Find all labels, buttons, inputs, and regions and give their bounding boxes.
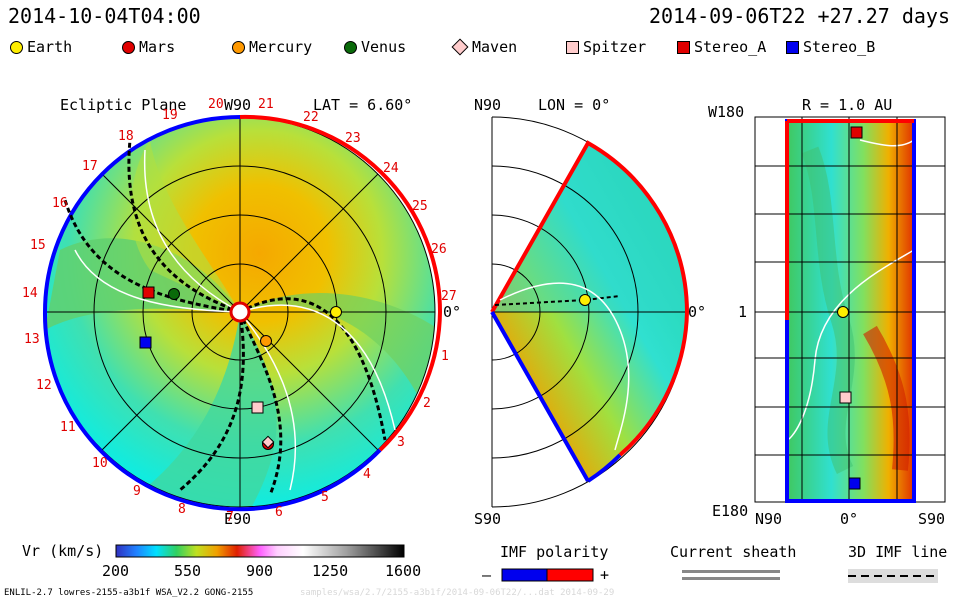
stereo-a-marker	[142, 286, 155, 299]
maven-marker	[261, 435, 275, 449]
day-tick: 12	[36, 378, 52, 393]
stereo-b-marker-map	[848, 477, 861, 490]
colorbar-tick: 200	[102, 562, 130, 580]
ecliptic-top-label: W90	[224, 96, 252, 114]
legend-item-stereo-b: Stereo_B	[786, 38, 875, 56]
spitzer-marker-map	[839, 391, 852, 404]
watermark-text: samples/wsa/2.7/2155-a3b1f/2014-09-06T22…	[300, 588, 615, 598]
colorbar-tick: 1250	[312, 562, 349, 580]
imf-line-title: 3D IMF line	[848, 543, 948, 561]
map-mid-left-label: 1	[738, 303, 748, 321]
map-bottom-left-label: E180	[712, 502, 749, 520]
map-x-right-label: S90	[918, 510, 946, 528]
colorbar-tick: 1600	[385, 562, 422, 580]
day-tick: 2	[423, 396, 431, 411]
day-tick: 26	[431, 242, 447, 257]
venus-marker-icon	[344, 40, 357, 54]
day-tick: 15	[30, 238, 46, 253]
imf-plus-label: +	[600, 566, 610, 584]
venus-marker	[168, 288, 180, 300]
day-tick: 13	[24, 332, 40, 347]
earth-marker-map	[837, 306, 849, 318]
colorbar-tick: 900	[246, 562, 274, 580]
spitzer-marker	[251, 401, 264, 414]
earth-marker-icon	[10, 40, 23, 54]
ecliptic-bottom-label: E90	[224, 510, 252, 528]
map-top-left-label: W180	[708, 103, 745, 121]
stereo-b-marker	[139, 336, 152, 349]
ecliptic-title: Ecliptic Plane	[60, 96, 187, 114]
meridional-right-label: 0°	[688, 303, 707, 321]
day-tick: 24	[383, 161, 399, 176]
map-x-mid-label: 0°	[840, 510, 859, 528]
colorbar-label: Vr (km/s)	[22, 542, 104, 560]
day-tick: 10	[92, 456, 108, 471]
earth-marker-meridional	[579, 294, 591, 306]
synoptic-map-panel	[754, 116, 946, 503]
ecliptic-plane-panel	[42, 114, 443, 512]
day-tick: 21	[258, 97, 274, 112]
day-tick: 17	[82, 159, 98, 174]
legend-item-mercury: Mercury	[232, 38, 312, 56]
day-tick: 16	[52, 196, 68, 211]
meridional-top-label: N90	[474, 96, 502, 114]
day-tick: 8	[178, 502, 186, 517]
spitzer-marker-icon	[566, 40, 579, 54]
imf-line-sample	[848, 569, 938, 583]
run-time: 2014-09-06T22 +27.27 days	[648, 4, 950, 28]
current-sheath-title: Current sheath	[670, 543, 797, 561]
meridional-bottom-label: S90	[474, 510, 502, 528]
mercury-marker-icon	[232, 40, 245, 54]
stereo-a-marker-map	[850, 126, 863, 139]
legend-item-venus: Venus	[344, 38, 406, 56]
legend-item-earth: Earth	[10, 38, 72, 56]
imf-plus-bar	[546, 568, 594, 582]
mars-marker-icon	[122, 40, 135, 54]
model-info: ENLIL-2.7 lowres-2155-a3b1f WSA_V2.2 GON…	[4, 588, 254, 598]
ecliptic-bodies	[139, 286, 342, 450]
vr-colorbar	[115, 544, 405, 558]
day-tick: 7	[226, 510, 234, 525]
map-radius-label: R = 1.0 AU	[802, 96, 893, 114]
imf-polarity-title: IMF polarity	[500, 543, 609, 561]
stereo-a-marker-icon	[677, 40, 690, 54]
earth-marker	[330, 306, 342, 318]
meridional-panel	[490, 116, 690, 508]
stereo-b-marker-icon	[786, 40, 799, 54]
day-tick: 6	[275, 505, 283, 520]
day-tick: 1	[441, 349, 449, 364]
day-tick: 25	[412, 199, 428, 214]
day-tick: 18	[118, 129, 134, 144]
legend-item-spitzer: Spitzer	[566, 38, 646, 56]
day-tick: 9	[133, 484, 141, 499]
day-tick: 23	[345, 131, 361, 146]
epoch-time: 2014-10-04T04:00	[8, 4, 201, 28]
day-tick: 5	[321, 490, 329, 505]
legend-item-stereo-a: Stereo_A	[677, 38, 766, 56]
day-tick: 4	[363, 467, 371, 482]
ecliptic-right-label: 0°	[443, 303, 462, 321]
day-tick: 19	[162, 108, 178, 123]
mercury-marker	[260, 335, 272, 347]
day-tick: 22	[303, 110, 319, 125]
legend-item-mars: Mars	[122, 38, 175, 56]
map-x-left-label: N90	[755, 510, 783, 528]
imf-minus-label: –	[482, 566, 492, 584]
meridional-lon-label: LON = 0°	[538, 96, 611, 114]
current-sheath-sample	[682, 570, 780, 580]
ecliptic-lat-label: LAT = 6.60°	[313, 96, 413, 114]
day-tick: 14	[22, 286, 38, 301]
day-tick: 11	[60, 420, 76, 435]
day-tick: 3	[397, 435, 405, 450]
imf-minus-bar	[501, 568, 548, 582]
colorbar-tick: 550	[174, 562, 202, 580]
day-tick: 20	[208, 97, 224, 112]
day-tick: 27	[441, 289, 457, 304]
legend-item-maven: Maven	[451, 38, 517, 56]
